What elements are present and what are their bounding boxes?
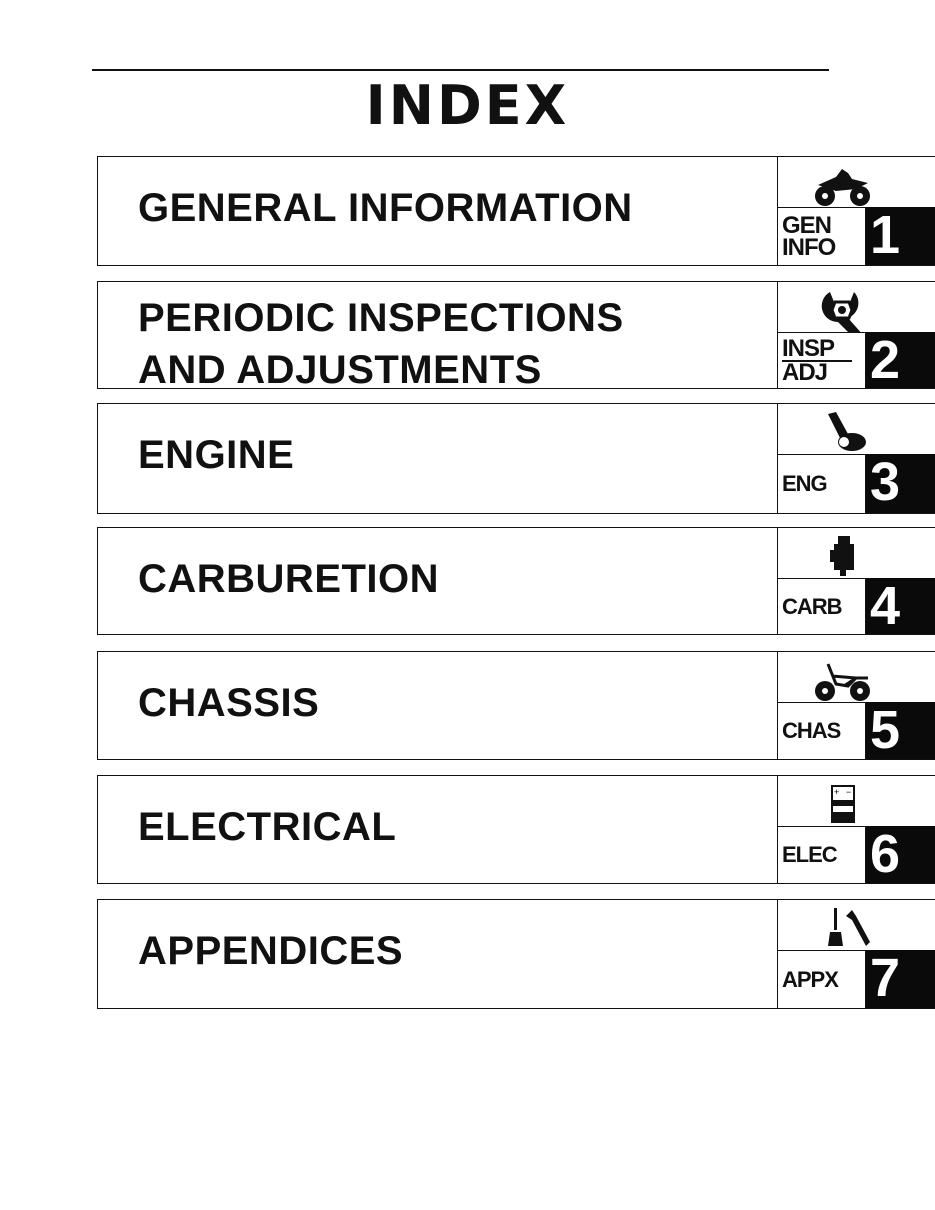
tab-label-line: INFO <box>782 233 836 261</box>
wrench-nut-icon <box>808 288 878 336</box>
section-1[interactable]: GENERAL INFORMATION GEN INFO 1 <box>97 156 935 266</box>
section-title: ELECTRICAL <box>138 801 396 853</box>
section-number: 6 <box>866 826 935 883</box>
section-number: 7 <box>866 950 935 1008</box>
section-number: 5 <box>866 702 935 759</box>
section-title: PERIODIC INSPECTIONS AND ADJUSTMENTS <box>138 292 624 396</box>
section-title: ENGINE <box>138 429 294 481</box>
page-title: INDEX <box>365 74 570 137</box>
section-title-line: APPENDICES <box>138 929 404 973</box>
svg-text:+: + <box>834 787 839 797</box>
section-tab[interactable]: CHAS 5 <box>777 652 935 759</box>
section-title-line: CARBURETION <box>138 557 440 601</box>
section-tab[interactable]: ENG 3 <box>777 404 935 513</box>
svg-text:−: − <box>846 787 851 797</box>
tab-label: GEN INFO <box>778 207 866 265</box>
tab-label-line: APPX <box>782 966 839 992</box>
section-7[interactable]: APPENDICES APPX 7 <box>97 899 935 1009</box>
section-6[interactable]: ELECTRICAL + − ELEC 6 <box>97 775 935 884</box>
tab-label: APPX <box>778 950 866 1008</box>
section-title-line: ENGINE <box>138 433 295 477</box>
atv-frame-icon <box>808 658 878 702</box>
atv-icon <box>808 163 878 207</box>
tab-label-line: INSP <box>782 336 852 362</box>
tab-label-line: CHAS <box>782 718 841 743</box>
section-3[interactable]: ENGINE ENG 3 <box>97 403 935 514</box>
tab-label-line: ADJ <box>782 358 828 386</box>
engine-piston-icon <box>808 410 878 454</box>
oilcan-wrench-icon <box>808 906 878 950</box>
section-number: 3 <box>866 454 935 513</box>
tab-label: CHAS <box>778 702 866 759</box>
tab-label-line: CARB <box>782 593 843 619</box>
top-rule <box>92 69 829 71</box>
tab-label: ELEC <box>778 826 866 883</box>
section-title-line: ELECTRICAL <box>138 805 397 849</box>
section-tab[interactable]: APPX 7 <box>777 900 935 1008</box>
tab-label-line: ELEC <box>782 842 838 867</box>
section-4[interactable]: CARBURETION CARB 4 <box>97 527 935 635</box>
section-title-line: CHASSIS <box>138 681 320 725</box>
section-2[interactable]: PERIODIC INSPECTIONS AND ADJUSTMENTS INSP A… <box>97 281 935 392</box>
carburetor-icon <box>808 534 878 578</box>
section-number: 1 <box>866 207 935 265</box>
section-5[interactable]: CHASSIS CHAS 5 <box>97 651 935 760</box>
tab-label: ENG <box>778 454 866 513</box>
section-number: 2 <box>866 332 935 388</box>
tab-label: CARB <box>778 578 866 634</box>
section-tab[interactable]: INSP ADJ 2 <box>777 282 935 388</box>
section-title: CHASSIS <box>138 677 319 729</box>
tab-label-line: ENG <box>782 471 828 496</box>
section-title-line: PERIODIC INSPECTIONS <box>138 296 624 340</box>
section-number: 4 <box>866 578 935 634</box>
tab-label: INSP ADJ <box>778 332 866 388</box>
section-tab[interactable]: GEN INFO 1 <box>777 157 935 265</box>
battery-icon: + − <box>808 782 878 826</box>
section-tab[interactable]: CARB 4 <box>777 528 935 634</box>
section-title: APPENDICES <box>138 925 403 977</box>
section-title-line: GENERAL INFORMATION <box>138 186 633 230</box>
section-title: CARBURETION <box>138 553 439 605</box>
section-tab[interactable]: + − ELEC 6 <box>777 776 935 883</box>
section-title-line: AND ADJUSTMENTS <box>138 348 542 392</box>
tab-label-line: GEN <box>782 211 832 239</box>
section-title: GENERAL INFORMATION <box>138 182 633 234</box>
